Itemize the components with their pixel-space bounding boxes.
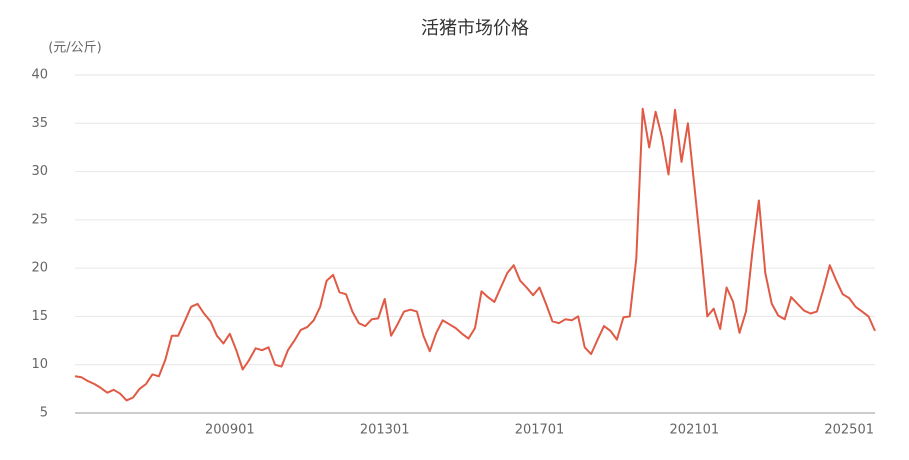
y-tick-label: 40 (31, 68, 48, 83)
y-tick-label: 25 (31, 212, 48, 227)
y-tick-label: 15 (31, 309, 48, 324)
y-tick-label: 30 (31, 164, 48, 179)
x-tick-label: 200901 (205, 423, 255, 438)
y-tick-label: 10 (31, 357, 48, 372)
y-axis-label: (元/公斤) (48, 41, 102, 56)
x-tick-label: 202101 (670, 423, 720, 438)
x-tick-label: 201301 (360, 423, 410, 438)
y-tick-label: 35 (31, 116, 48, 131)
x-tick-label: 201701 (515, 423, 565, 438)
x-tick-label: 202501 (824, 423, 874, 438)
chart-title: 活猪市场价格 (421, 18, 529, 39)
y-tick-label: 20 (31, 261, 48, 276)
line-series (74, 107, 876, 402)
y-tick-label: 5 (40, 406, 48, 421)
